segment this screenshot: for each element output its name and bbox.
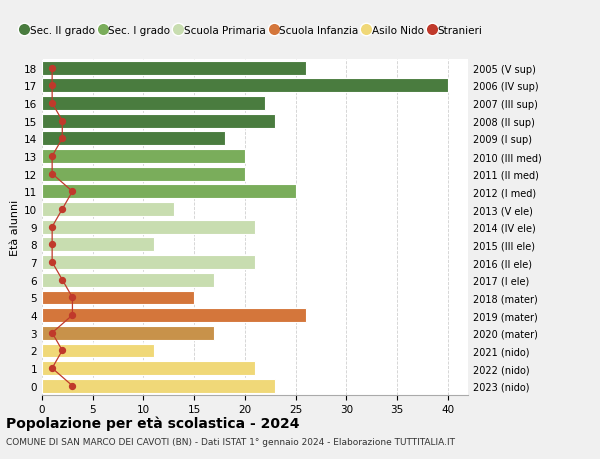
- Bar: [42, 203, 174, 217]
- Bar: [42, 220, 255, 234]
- Point: [58, 206, 67, 213]
- Bar: [42, 168, 245, 181]
- Bar: [42, 79, 448, 93]
- Legend: Sec. II grado, Sec. I grado, Scuola Primaria, Scuola Infanzia, Asilo Nido, Stran: Sec. II grado, Sec. I grado, Scuola Prim…: [17, 21, 487, 39]
- Point: [68, 188, 77, 196]
- Point: [47, 330, 57, 337]
- Point: [47, 259, 57, 266]
- Bar: [42, 361, 255, 375]
- Point: [58, 347, 67, 354]
- Point: [47, 241, 57, 248]
- Y-axis label: Età alunni: Età alunni: [10, 199, 20, 255]
- Bar: [42, 132, 224, 146]
- Bar: [42, 238, 154, 252]
- Bar: [42, 379, 275, 393]
- Bar: [42, 326, 214, 340]
- Point: [58, 276, 67, 284]
- Bar: [42, 291, 194, 305]
- Point: [58, 135, 67, 143]
- Point: [68, 382, 77, 390]
- Text: Popolazione per età scolastica - 2024: Popolazione per età scolastica - 2024: [6, 415, 299, 430]
- Point: [47, 153, 57, 160]
- Point: [47, 83, 57, 90]
- Point: [47, 171, 57, 178]
- Bar: [42, 256, 255, 269]
- Bar: [42, 273, 214, 287]
- Point: [68, 312, 77, 319]
- Bar: [42, 150, 245, 163]
- Point: [47, 100, 57, 107]
- Bar: [42, 97, 265, 111]
- Point: [47, 65, 57, 72]
- Bar: [42, 344, 154, 358]
- Point: [68, 294, 77, 302]
- Bar: [42, 62, 306, 75]
- Bar: [42, 185, 296, 199]
- Bar: [42, 308, 306, 322]
- Point: [47, 224, 57, 231]
- Text: COMUNE DI SAN MARCO DEI CAVOTI (BN) - Dati ISTAT 1° gennaio 2024 - Elaborazione : COMUNE DI SAN MARCO DEI CAVOTI (BN) - Da…: [6, 437, 455, 446]
- Point: [47, 364, 57, 372]
- Bar: [42, 114, 275, 128]
- Point: [58, 118, 67, 125]
